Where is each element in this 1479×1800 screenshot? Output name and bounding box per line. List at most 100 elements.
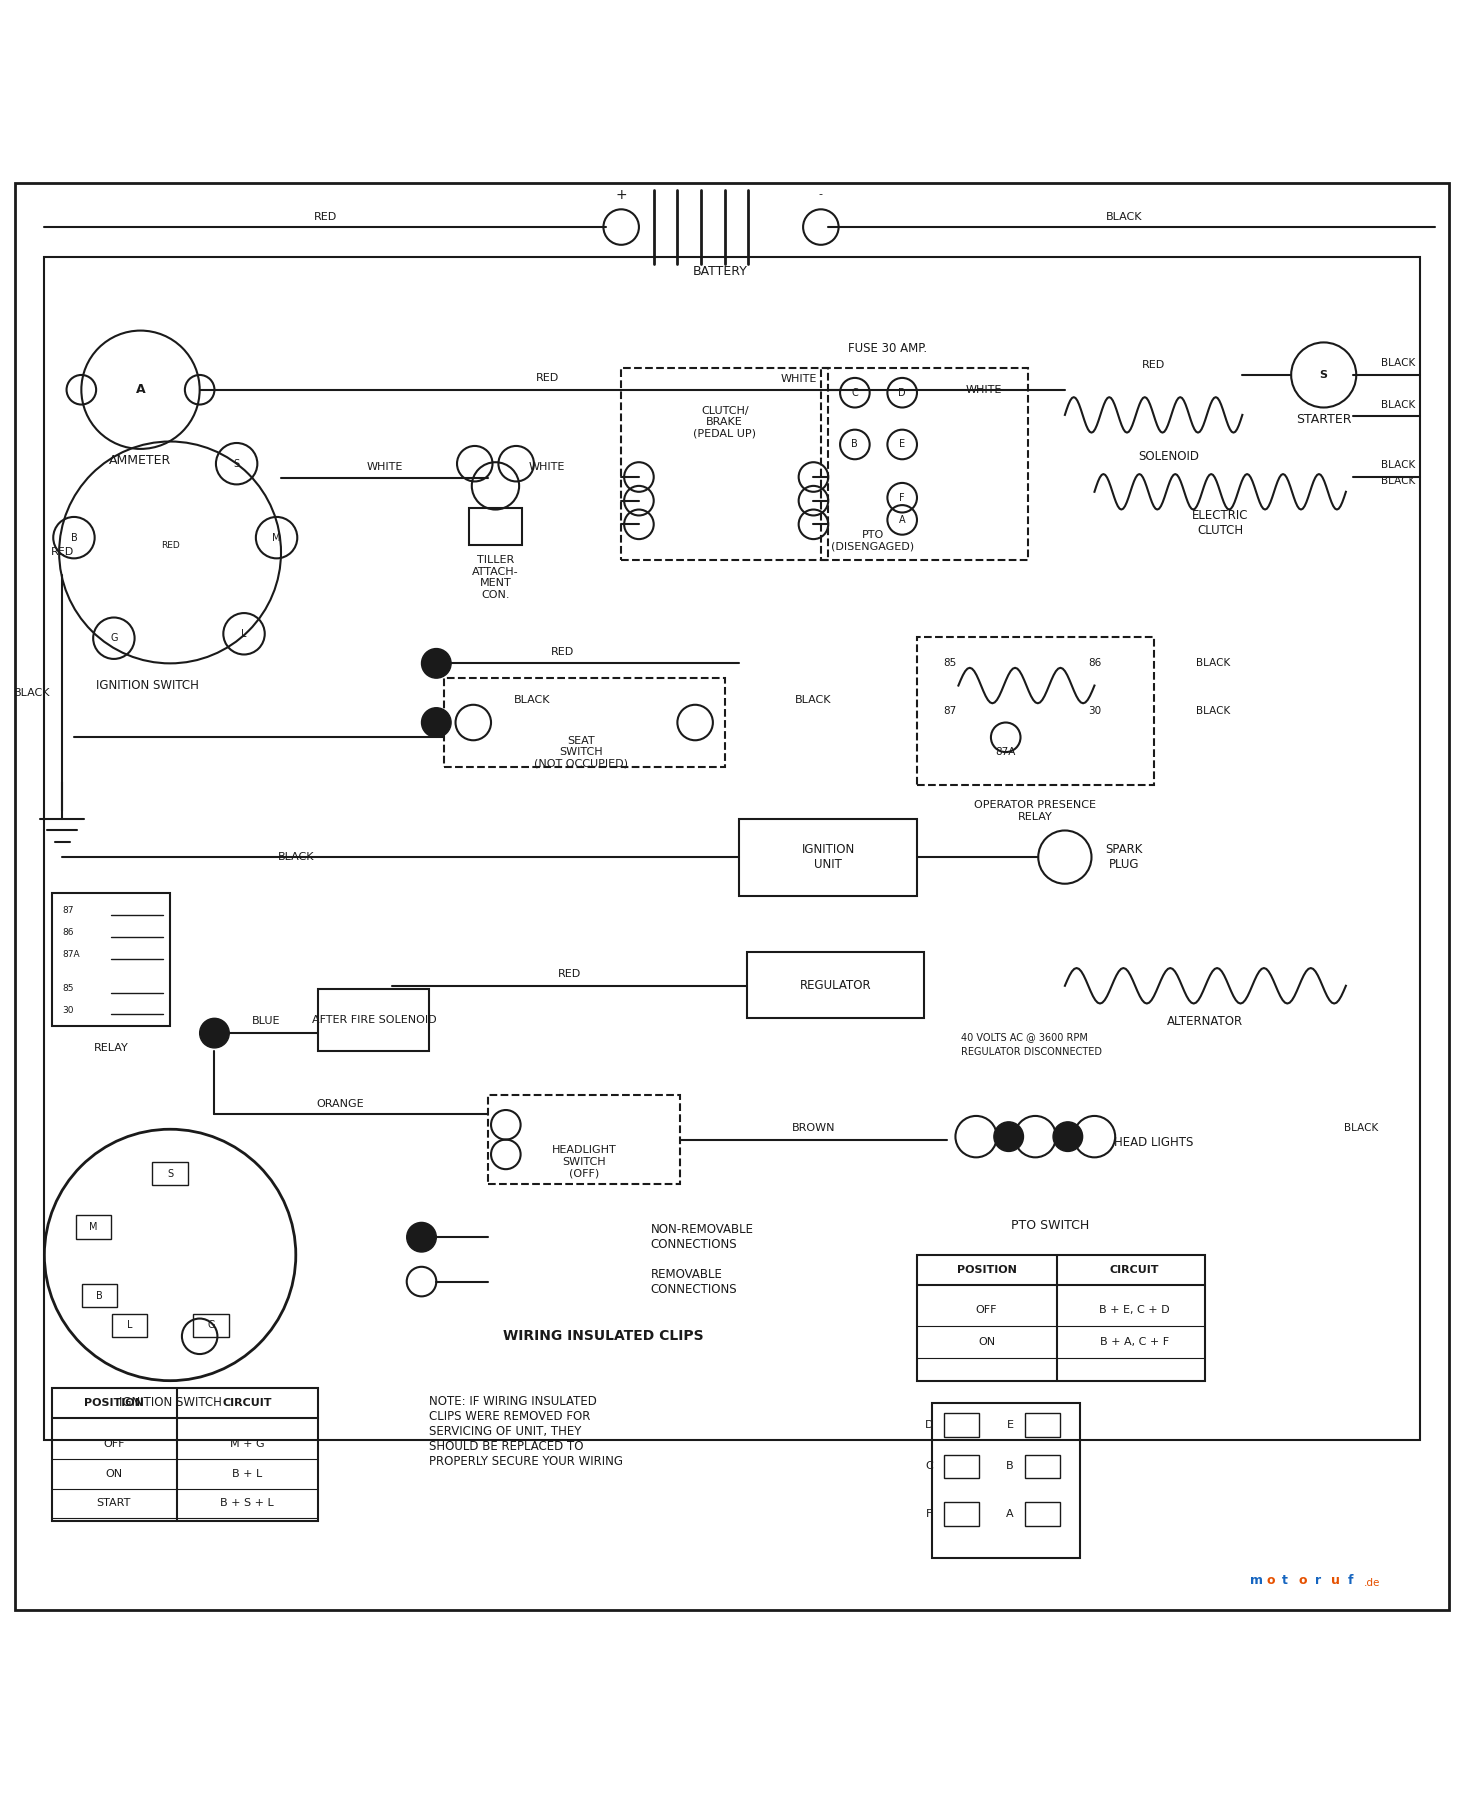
Text: AMMETER: AMMETER [109,454,172,468]
Text: o: o [1299,1573,1307,1588]
Text: ON: ON [978,1337,995,1346]
Text: RED: RED [550,646,574,657]
Text: L: L [241,628,247,639]
Text: BLACK: BLACK [1380,400,1415,410]
Text: BLUE: BLUE [251,1017,281,1026]
Bar [621,367,828,560]
Text: M: M [89,1222,98,1233]
Bar [469,508,522,545]
Bar [917,637,1154,785]
Bar [44,257,1420,1440]
Text: M + G: M + G [229,1440,265,1449]
Text: REMOVABLE
CONNECTIONS: REMOVABLE CONNECTIONS [651,1267,738,1296]
Text: RED: RED [558,968,581,979]
Text: F: F [926,1508,932,1519]
Text: SPARK
PLUG: SPARK PLUG [1105,842,1143,871]
Text: RED: RED [535,373,559,383]
Text: HEAD LIGHTS: HEAD LIGHTS [1114,1136,1194,1148]
Text: BROWN: BROWN [791,1123,836,1132]
Text: IGNITION
UNIT: IGNITION UNIT [802,842,855,871]
Text: IGNITION SWITCH: IGNITION SWITCH [96,679,200,691]
Bar [944,1501,979,1526]
Text: BATTERY: BATTERY [692,265,748,277]
Text: IGNITION SWITCH: IGNITION SWITCH [118,1397,222,1409]
Text: 85: 85 [62,985,74,994]
Text: u: u [1331,1573,1340,1588]
Bar [488,1094,680,1184]
Bar [52,893,170,1026]
Text: 85: 85 [944,659,955,668]
Text: B + A, C + F: B + A, C + F [1100,1337,1168,1346]
Text: ON: ON [105,1469,123,1480]
Bar [318,988,429,1051]
Text: WHITE: WHITE [966,385,1001,394]
Text: M: M [272,533,281,542]
Bar [821,367,1028,560]
Text: B: B [96,1291,104,1301]
Text: 87A: 87A [995,747,1016,758]
Text: C: C [852,387,858,398]
Text: AFTER FIRE SOLENOID: AFTER FIRE SOLENOID [312,1015,436,1024]
Text: B + L: B + L [232,1469,262,1480]
Circle shape [994,1121,1023,1152]
Text: S: S [234,459,240,468]
Text: t: t [1282,1573,1288,1588]
Text: C: C [924,1462,933,1471]
Text: BLACK: BLACK [15,688,50,698]
Text: OPERATOR PRESENCE
RELAY: OPERATOR PRESENCE RELAY [975,801,1096,823]
Text: RED: RED [1142,360,1165,369]
Text: r: r [1315,1573,1321,1588]
Text: A: A [899,515,905,526]
Text: WIRING INSULATED CLIPS: WIRING INSULATED CLIPS [503,1330,704,1343]
Text: BLACK: BLACK [278,851,314,862]
Bar [917,1255,1205,1381]
Text: BLACK: BLACK [1380,461,1415,470]
Text: G: G [109,634,118,643]
Text: BLACK: BLACK [1195,659,1231,668]
Text: f: f [1347,1573,1353,1588]
Text: BLACK: BLACK [515,695,550,706]
Bar [740,819,917,896]
Text: SEAT
SWITCH
(NOT OCCUPIED): SEAT SWITCH (NOT OCCUPIED) [534,736,629,769]
Text: 40 VOLTS AC @ 3600 RPM: 40 VOLTS AC @ 3600 RPM [961,1033,1089,1042]
Text: D: D [924,1420,933,1429]
Text: WHITE: WHITE [781,374,816,385]
Circle shape [1053,1121,1083,1152]
Text: -: - [819,189,822,200]
Text: B: B [1006,1462,1015,1471]
Text: PTO SWITCH: PTO SWITCH [1012,1219,1089,1231]
Text: ALTERNATOR: ALTERNATOR [1167,1015,1244,1028]
Bar [1025,1413,1060,1436]
Text: 86: 86 [1089,659,1100,668]
Text: NON-REMOVABLE
CONNECTIONS: NON-REMOVABLE CONNECTIONS [651,1224,754,1251]
Text: 87: 87 [62,905,74,914]
Text: 30: 30 [62,1006,74,1015]
Text: WHITE: WHITE [367,461,402,472]
Text: BLACK: BLACK [1380,477,1415,486]
Text: REGULATOR: REGULATOR [800,979,871,992]
Text: 87A: 87A [62,950,80,959]
Text: WHITE: WHITE [529,461,565,472]
Text: L: L [127,1321,132,1330]
Circle shape [200,1019,229,1048]
Text: B: B [852,439,858,450]
Circle shape [407,1222,436,1253]
Text: PTO
(DISENGAGED): PTO (DISENGAGED) [831,529,914,551]
Bar [932,1402,1080,1559]
Text: RED: RED [314,212,337,221]
Text: OFF: OFF [976,1305,997,1314]
Text: TILLER
ATTACH-
MENT
CON.: TILLER ATTACH- MENT CON. [472,554,519,599]
Text: F: F [899,493,905,502]
Text: OFF: OFF [104,1440,124,1449]
Text: RED: RED [161,540,179,549]
Text: BLACK: BLACK [1106,212,1142,221]
Text: D: D [898,387,907,398]
Text: REGULATOR DISCONNECTED: REGULATOR DISCONNECTED [961,1048,1102,1057]
Text: NOTE: IF WIRING INSULATED
CLIPS WERE REMOVED FOR
SERVICING OF UNIT, THEY
SHOULD : NOTE: IF WIRING INSULATED CLIPS WERE REM… [429,1395,623,1469]
Text: ORANGE: ORANGE [317,1100,364,1109]
Text: BLACK: BLACK [1195,706,1231,716]
Text: B: B [71,533,77,542]
Text: 30: 30 [1089,706,1100,716]
Bar [1025,1501,1060,1526]
Text: E: E [899,439,905,450]
